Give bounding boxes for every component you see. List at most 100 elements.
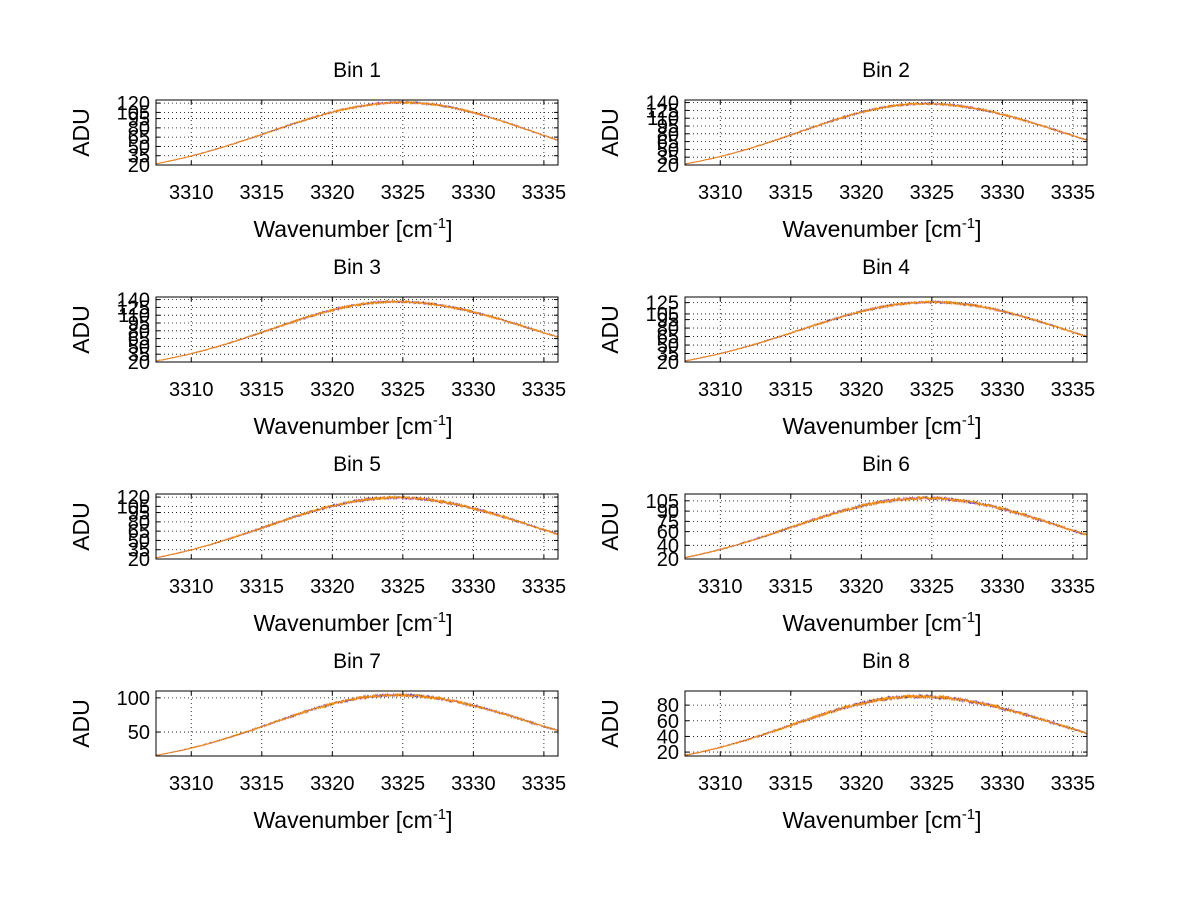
x-axis-label-close: ] [975, 413, 981, 439]
x-tick-label: 3320 [310, 379, 355, 401]
x-axis-label-sup: -1 [962, 412, 975, 429]
plot-area [685, 494, 1087, 559]
y-tick-label: 20 [657, 742, 679, 764]
x-tick-label: 3315 [240, 182, 285, 204]
x-tick-label: 3335 [1051, 379, 1096, 401]
series-line-2 [684, 299, 1088, 362]
y-axis-label: ADU [68, 502, 94, 551]
y-tick-label: 125 [117, 297, 150, 319]
y-tick-label: 60 [657, 711, 679, 733]
x-axis-label-close: ] [446, 413, 452, 439]
y-tick-label: 65 [128, 329, 150, 351]
x-axis-label-close: ] [446, 807, 452, 833]
x-axis-label-sup: -1 [433, 215, 446, 232]
y-tick-label: 65 [128, 521, 150, 543]
x-tick-label: 3310 [169, 379, 214, 401]
series-line-2 [156, 692, 559, 756]
x-tick-label: 3330 [980, 576, 1025, 598]
x-tick-label: 3320 [310, 576, 355, 598]
y-axis-label: ADU [68, 305, 94, 354]
y-tick-label: 100 [117, 688, 150, 710]
x-axis-label-close: ] [446, 610, 452, 636]
subplot-title: Bin 7 [333, 650, 381, 673]
plot-area [685, 691, 1087, 756]
x-tick-label: 3310 [169, 182, 214, 204]
x-tick-label: 3310 [698, 379, 743, 401]
subplot-title: Bin 4 [862, 256, 910, 279]
x-tick-label: 3330 [451, 773, 496, 795]
x-axis-label: Wavenumber [cm-1] [782, 806, 981, 833]
subplot-title: Bin 3 [333, 256, 381, 279]
y-tick-label: 50 [128, 722, 150, 744]
y-axis-label: ADU [597, 108, 623, 157]
x-tick-label: 3315 [240, 379, 285, 401]
x-axis-label-main: Wavenumber [cm [253, 413, 432, 439]
x-tick-label: 3310 [169, 576, 214, 598]
y-tick-label: 105 [117, 496, 150, 518]
y-tick-label: 20 [657, 549, 679, 571]
x-tick-label: 3325 [381, 379, 426, 401]
y-axis-label: ADU [597, 502, 623, 551]
x-axis-label-main: Wavenumber [cm [253, 807, 432, 833]
y-tick-label: 95 [128, 109, 150, 131]
series-line-2 [684, 101, 1088, 165]
y-tick-label: 105 [646, 304, 679, 326]
axes-frame [684, 296, 1088, 363]
series-line-2 [155, 100, 559, 165]
x-axis-label: Wavenumber [cm-1] [782, 609, 981, 636]
series-line-2 [684, 693, 1087, 756]
y-tick-label: 35 [128, 540, 150, 562]
y-tick-label: 50 [128, 336, 150, 358]
axes-frame [155, 296, 559, 363]
x-axis-label-close: ] [975, 610, 981, 636]
y-tick-label: 40 [657, 535, 679, 557]
x-tick-label: 3335 [522, 576, 567, 598]
x-tick-label: 3330 [980, 773, 1025, 795]
y-tick-label: 125 [646, 100, 679, 122]
x-axis-label-sup: -1 [433, 412, 446, 429]
y-tick-label: 90 [657, 501, 679, 523]
y-tick-label: 105 [646, 491, 679, 513]
axes-frame [684, 99, 1088, 166]
x-tick-label: 3335 [1051, 576, 1096, 598]
x-axis-label: Wavenumber [cm-1] [253, 412, 452, 439]
y-tick-label: 20 [128, 352, 150, 374]
x-axis-label: Wavenumber [cm-1] [253, 806, 452, 833]
y-tick-label: 95 [128, 313, 150, 335]
subplot-title: Bin 5 [333, 453, 381, 476]
x-axis-label-sup: -1 [433, 806, 446, 823]
y-tick-label: 40 [657, 726, 679, 748]
y-tick-label: 105 [117, 102, 150, 124]
y-tick-label: 35 [128, 344, 150, 366]
x-axis-label-main: Wavenumber [cm [782, 413, 961, 439]
y-tick-label: 110 [118, 305, 150, 327]
axes-frame [155, 493, 559, 560]
x-axis-label: Wavenumber [cm-1] [253, 609, 452, 636]
y-tick-label: 20 [128, 549, 150, 571]
x-tick-label: 3330 [980, 379, 1025, 401]
y-tick-label: 65 [657, 327, 679, 349]
x-tick-label: 3335 [1051, 182, 1096, 204]
y-axis-label: ADU [597, 305, 623, 354]
y-tick-label: 50 [128, 530, 150, 552]
x-tick-label: 3335 [522, 773, 567, 795]
x-axis-label-sup: -1 [962, 215, 975, 232]
x-axis-label: Wavenumber [cm-1] [253, 215, 452, 242]
y-tick-label: 80 [128, 512, 150, 534]
y-tick-label: 80 [128, 321, 150, 343]
y-tick-label: 110 [647, 108, 679, 130]
x-tick-label: 3330 [451, 182, 496, 204]
x-tick-label: 3315 [769, 182, 814, 204]
axes-frame [684, 690, 1088, 757]
x-tick-label: 3320 [310, 773, 355, 795]
subplot-bin-3: 3310 3315 3320 3325 3330 3335 2035506580951101… [68, 256, 566, 439]
plot-area [156, 297, 558, 362]
axes-frame [155, 99, 559, 166]
x-tick-label: 3320 [839, 773, 884, 795]
x-tick-label: 3330 [980, 182, 1025, 204]
y-tick-label: 80 [657, 695, 679, 717]
x-tick-label: 3320 [310, 182, 355, 204]
